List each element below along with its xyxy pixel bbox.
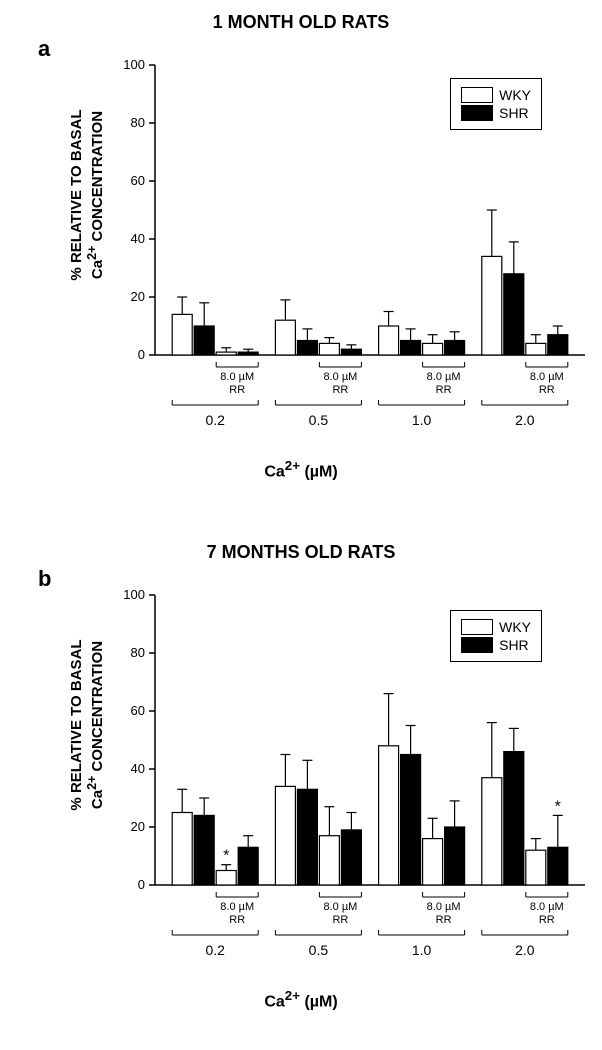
svg-text:8.0 µM: 8.0 µM xyxy=(530,371,564,383)
legend-wky: WKY xyxy=(461,87,531,103)
svg-text:RR: RR xyxy=(332,914,348,926)
svg-text:8.0 µM: 8.0 µM xyxy=(323,901,357,913)
bar xyxy=(482,778,502,885)
svg-text:60: 60 xyxy=(131,703,145,718)
bar xyxy=(319,343,339,355)
bar xyxy=(319,836,339,885)
bar xyxy=(401,341,421,356)
bar xyxy=(341,830,361,885)
svg-text:RR: RR xyxy=(229,384,245,396)
bar xyxy=(526,850,546,885)
bar xyxy=(238,352,258,355)
bar xyxy=(172,813,192,886)
svg-text:60: 60 xyxy=(131,173,145,188)
bar xyxy=(275,320,295,355)
svg-text:8.0 µM: 8.0 µM xyxy=(323,371,357,383)
bar xyxy=(379,746,399,885)
svg-text:1.0: 1.0 xyxy=(412,412,432,428)
bar xyxy=(423,343,443,355)
svg-text:0.2: 0.2 xyxy=(205,942,225,958)
bar xyxy=(445,341,465,356)
svg-text:100: 100 xyxy=(123,590,145,602)
bar xyxy=(216,871,236,886)
legend-wky-swatch xyxy=(461,87,493,103)
svg-text:80: 80 xyxy=(131,645,145,660)
bar xyxy=(445,827,465,885)
svg-text:0.5: 0.5 xyxy=(309,412,329,428)
legend-shr-label: SHR xyxy=(499,105,529,121)
bar xyxy=(526,343,546,355)
bar xyxy=(548,847,568,885)
panel-a-ylabel: % RELATIVE TO BASAL Ca2+ CONCENTRATION xyxy=(68,60,106,330)
panel-b-letter: b xyxy=(38,566,51,592)
bar xyxy=(297,789,317,885)
legend-shr: SHR xyxy=(461,637,531,653)
figure: 1 MONTH OLD RATS a % RELATIVE TO BASAL C… xyxy=(0,0,602,1050)
svg-text:1.0: 1.0 xyxy=(412,942,432,958)
bar xyxy=(238,847,258,885)
svg-text:8.0 µM: 8.0 µM xyxy=(220,901,254,913)
svg-text:40: 40 xyxy=(131,231,145,246)
svg-text:0: 0 xyxy=(138,877,145,892)
bar xyxy=(297,341,317,356)
svg-text:RR: RR xyxy=(436,914,452,926)
svg-text:RR: RR xyxy=(332,384,348,396)
svg-text:2.0: 2.0 xyxy=(515,942,535,958)
panel-b: 7 MONTHS OLD RATS b % RELATIVE TO BASAL … xyxy=(0,530,602,1050)
panel-a-xlabel: Ca2+ (µM) xyxy=(0,458,602,481)
svg-text:80: 80 xyxy=(131,115,145,130)
panel-b-title: 7 MONTHS OLD RATS xyxy=(0,542,602,563)
bar xyxy=(275,786,295,885)
svg-text:*: * xyxy=(223,848,229,865)
panel-b-ylabel: % RELATIVE TO BASAL Ca2+ CONCENTRATION xyxy=(68,590,106,860)
legend-shr: SHR xyxy=(461,105,531,121)
svg-text:2.0: 2.0 xyxy=(515,412,535,428)
bar xyxy=(341,349,361,355)
bar xyxy=(482,256,502,355)
legend-shr-label: SHR xyxy=(499,637,529,653)
legend-wky-label: WKY xyxy=(499,619,531,635)
svg-text:0.5: 0.5 xyxy=(309,942,329,958)
bar xyxy=(194,326,214,355)
svg-text:0: 0 xyxy=(138,347,145,362)
bar xyxy=(548,335,568,355)
bar xyxy=(423,839,443,885)
bar xyxy=(504,752,524,885)
svg-text:8.0 µM: 8.0 µM xyxy=(530,901,564,913)
legend-wky: WKY xyxy=(461,619,531,635)
bar xyxy=(194,815,214,885)
svg-text:RR: RR xyxy=(229,914,245,926)
svg-text:40: 40 xyxy=(131,761,145,776)
legend-shr-swatch xyxy=(461,105,493,121)
svg-text:8.0 µM: 8.0 µM xyxy=(427,901,461,913)
legend-a: WKY SHR xyxy=(450,78,542,130)
svg-text:20: 20 xyxy=(131,819,145,834)
svg-text:100: 100 xyxy=(123,60,145,72)
legend-wky-swatch xyxy=(461,619,493,635)
svg-text:8.0 µM: 8.0 µM xyxy=(220,371,254,383)
svg-text:20: 20 xyxy=(131,289,145,304)
legend-b: WKY SHR xyxy=(450,610,542,662)
bar xyxy=(172,314,192,355)
bar xyxy=(401,755,421,886)
svg-text:RR: RR xyxy=(539,384,555,396)
svg-text:RR: RR xyxy=(539,914,555,926)
panel-b-xlabel: Ca2+ (µM) xyxy=(0,988,602,1011)
bar xyxy=(216,352,236,355)
svg-text:*: * xyxy=(555,798,561,815)
panel-a-title: 1 MONTH OLD RATS xyxy=(0,12,602,33)
bar xyxy=(379,326,399,355)
legend-wky-label: WKY xyxy=(499,87,531,103)
svg-text:0.2: 0.2 xyxy=(205,412,225,428)
legend-shr-swatch xyxy=(461,637,493,653)
panel-a-letter: a xyxy=(38,36,50,62)
svg-text:RR: RR xyxy=(436,384,452,396)
svg-text:8.0 µM: 8.0 µM xyxy=(427,371,461,383)
bar xyxy=(504,274,524,355)
